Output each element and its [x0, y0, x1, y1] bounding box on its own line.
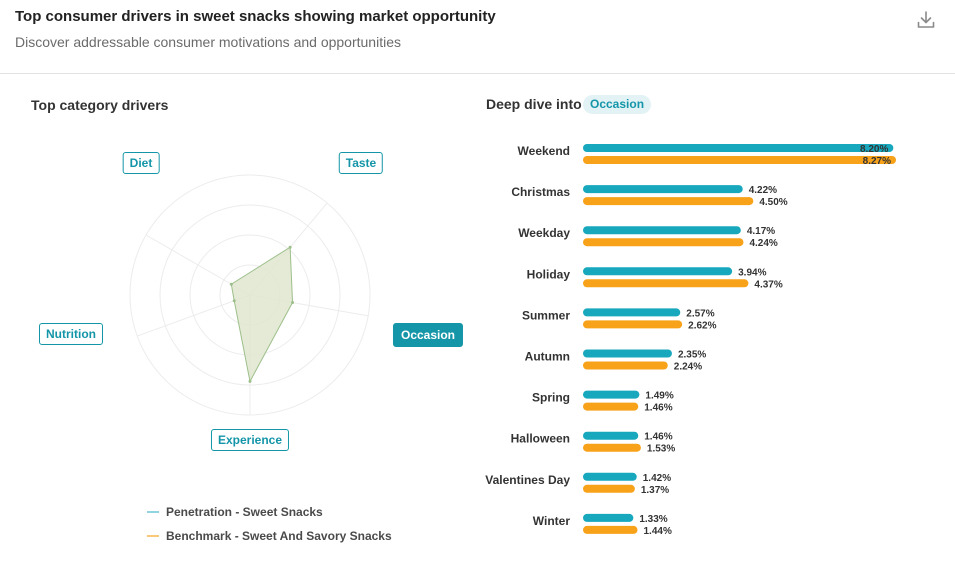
bar-value-label: 1.44%	[644, 526, 672, 537]
bar-category-label: Halloween	[511, 432, 570, 446]
page-subtitle: Discover addressable consumer motivation…	[15, 34, 401, 50]
bar-benchmark[interactable]	[583, 320, 683, 329]
bar-value-label: 1.46%	[644, 403, 672, 414]
header: Top consumer drivers in sweet snacks sho…	[0, 0, 955, 74]
bar-value-label: 2.24%	[674, 362, 702, 373]
bar-category-label: Weekend	[518, 144, 570, 158]
bar-value-label: 4.17%	[747, 226, 775, 237]
legend-swatch-penetration	[147, 511, 159, 513]
radar-point	[248, 379, 252, 383]
radar-chart	[129, 174, 371, 416]
bar-category-label: Autumn	[525, 350, 570, 364]
deep-dive-title: Deep dive into	[486, 96, 582, 112]
bar-value-label: 2.57%	[686, 308, 714, 319]
bar-penetration[interactable]	[583, 513, 634, 522]
bar-penetration[interactable]	[583, 349, 672, 358]
bar-benchmark[interactable]	[583, 402, 639, 411]
bar-value-label: 2.62%	[688, 320, 716, 331]
bar-value-label: 1.49%	[645, 391, 673, 402]
bar-value-label: 4.50%	[759, 197, 787, 208]
bar-value-label: 1.53%	[647, 444, 675, 455]
bar-value-label: 3.94%	[738, 267, 766, 278]
bar-value-label: 1.37%	[641, 485, 669, 496]
bar-benchmark[interactable]	[583, 525, 638, 534]
bar-benchmark[interactable]	[583, 361, 668, 370]
bar-value-label: 1.46%	[644, 432, 672, 443]
bar-benchmark[interactable]	[583, 279, 749, 288]
page-title: Top consumer drivers in sweet snacks sho…	[15, 8, 496, 25]
bar-category-label: Holiday	[527, 267, 571, 281]
radar-point	[291, 301, 295, 305]
download-icon[interactable]	[914, 8, 938, 32]
radar-series-area	[230, 246, 294, 383]
legend-label-benchmark: Benchmark - Sweet And Savory Snacks	[166, 529, 392, 543]
legend-label-penetration: Penetration - Sweet Snacks	[166, 505, 323, 519]
bar-benchmark[interactable]	[583, 484, 635, 493]
left-panel-title: Top category drivers	[31, 97, 169, 113]
bar-value-label: 8.27%	[863, 156, 891, 167]
bar-category-label: Weekday	[518, 226, 570, 240]
axis-diet-button[interactable]: Diet	[122, 152, 160, 174]
bar-value-label: 2.35%	[678, 350, 706, 361]
axis-taste-button[interactable]: Taste	[338, 152, 384, 174]
bar-value-label: 1.33%	[639, 514, 667, 525]
bar-category-label: Winter	[533, 514, 571, 528]
bar-penetration[interactable]	[583, 431, 639, 440]
deep-dive-badge: Occasion	[583, 95, 652, 114]
legend-swatch-benchmark	[147, 535, 159, 537]
bar-category-label: Christmas	[511, 185, 570, 199]
bar-penetration[interactable]	[583, 390, 640, 399]
bar-penetration[interactable]	[583, 308, 681, 317]
bar-value-label: 1.42%	[643, 473, 671, 484]
bar-penetration[interactable]	[583, 144, 894, 152]
bar-category-label: Valentines Day	[485, 473, 570, 487]
bar-value-label: 4.22%	[749, 185, 777, 196]
bar-benchmark[interactable]	[583, 197, 754, 206]
bar-penetration[interactable]	[583, 185, 743, 194]
axis-occasion-button[interactable]: Occasion	[392, 323, 464, 347]
bar-penetration[interactable]	[583, 226, 741, 235]
bar-value-label: 4.24%	[749, 238, 777, 249]
axis-experience-button[interactable]: Experience	[210, 429, 290, 451]
bar-value-label: 4.37%	[754, 279, 782, 290]
bar-category-label: Summer	[522, 308, 570, 322]
legend: Penetration - Sweet Snacks Benchmark - S…	[147, 500, 392, 548]
radar-axis-line	[137, 294, 251, 337]
legend-item-penetration: Penetration - Sweet Snacks	[147, 500, 392, 524]
radar-point	[229, 282, 233, 286]
radar-point	[288, 245, 292, 249]
legend-item-benchmark: Benchmark - Sweet And Savory Snacks	[147, 524, 392, 548]
axis-nutrition-button[interactable]: Nutrition	[39, 323, 103, 345]
radar-point	[232, 299, 236, 303]
bar-benchmark[interactable]	[583, 238, 744, 247]
bar-benchmark[interactable]	[583, 443, 641, 452]
bar-penetration[interactable]	[583, 472, 637, 481]
bar-category-label: Spring	[532, 391, 570, 405]
bar-penetration[interactable]	[583, 267, 733, 276]
bar-value-label: 8.20%	[860, 144, 888, 155]
bar-benchmark[interactable]	[583, 156, 896, 164]
